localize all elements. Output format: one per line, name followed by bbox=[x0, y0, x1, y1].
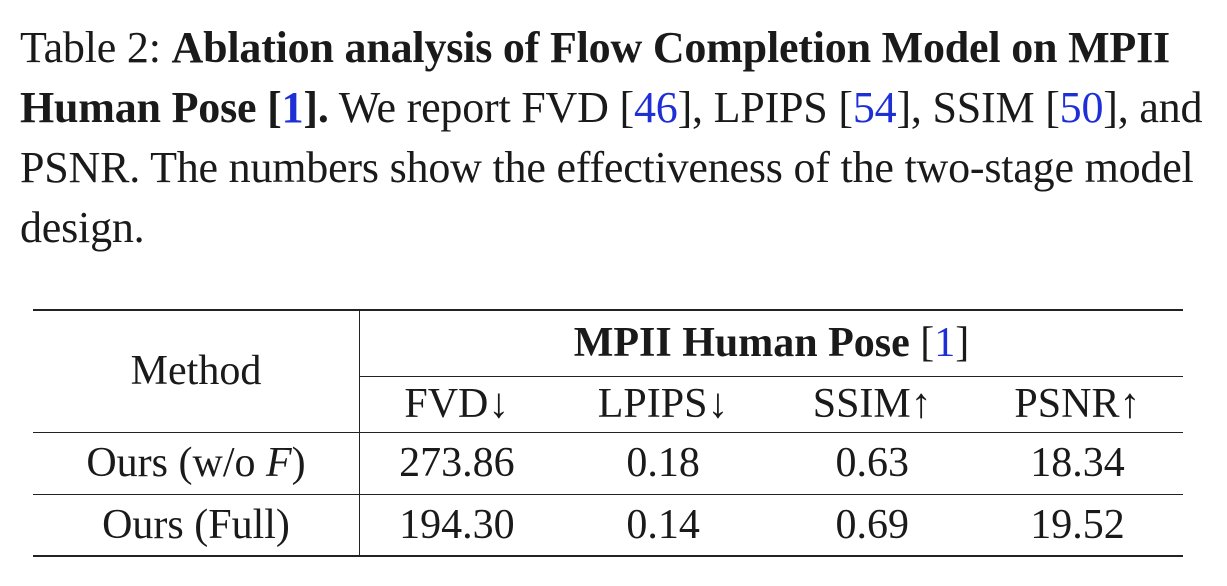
caption-title-cite[interactable]: 1 bbox=[281, 83, 304, 132]
caption-text-2: ], LPIPS [ bbox=[677, 83, 853, 132]
header-row-1: Method MPII Human Pose [1] bbox=[33, 309, 1183, 432]
results-table: Method MPII Human Pose [1] FVD↓ LPIPS↓ S… bbox=[33, 309, 1183, 557]
col-header-psnr: PSNR↑ bbox=[1014, 381, 1141, 427]
cite-fvd[interactable]: 46 bbox=[633, 83, 678, 132]
cell-ssim: 0.69 bbox=[772, 493, 972, 557]
cell-psnr: 18.34 bbox=[971, 431, 1183, 494]
cell-lpips: 0.14 bbox=[553, 493, 773, 557]
row-method: Ours (w/o F) bbox=[33, 431, 360, 494]
cite-lpips[interactable]: 54 bbox=[852, 83, 897, 132]
col-header-lpips: LPIPS↓ bbox=[597, 381, 729, 427]
caption-text-1: We report FVD [ bbox=[328, 83, 634, 132]
cell-lpips: 0.18 bbox=[553, 431, 773, 494]
method-header: Method bbox=[33, 309, 360, 432]
header-row-2: FVD↓ LPIPS↓ SSIM↑ PSNR↑ bbox=[33, 376, 1183, 432]
group-header: MPII Human Pose [1] bbox=[359, 309, 1183, 377]
cite-ssim[interactable]: 50 bbox=[1059, 83, 1104, 132]
table-caption: Table 2: Ablation analysis of Flow Compl… bbox=[20, 18, 1210, 258]
caption-label: Table 2: bbox=[20, 23, 161, 72]
cell-ssim: 0.63 bbox=[772, 431, 972, 494]
caption-text-3: ], SSIM [ bbox=[896, 83, 1060, 132]
group-header-title: MPII Human Pose bbox=[573, 320, 910, 367]
cell-fvd: 194.30 bbox=[359, 493, 554, 557]
table-row: Ours (w/o F) 273.86 0.18 0.63 18.34 bbox=[33, 431, 1183, 494]
group-header-cite[interactable]: 1 bbox=[934, 320, 956, 367]
caption-title: Ablation analysis of Flow Completion Mod… bbox=[20, 23, 1170, 132]
col-header-ssim: SSIM↑ bbox=[812, 381, 932, 427]
row-method: Ours (Full) bbox=[33, 493, 360, 557]
cell-psnr: 19.52 bbox=[971, 493, 1183, 557]
caption-text-4: ], and PSNR. The numbers show the effect… bbox=[20, 83, 1203, 252]
col-header-fvd: FVD↓ bbox=[404, 381, 510, 427]
cell-fvd: 273.86 bbox=[359, 431, 554, 494]
table-row: Ours (Full) 194.30 0.14 0.69 19.52 bbox=[33, 493, 1183, 557]
